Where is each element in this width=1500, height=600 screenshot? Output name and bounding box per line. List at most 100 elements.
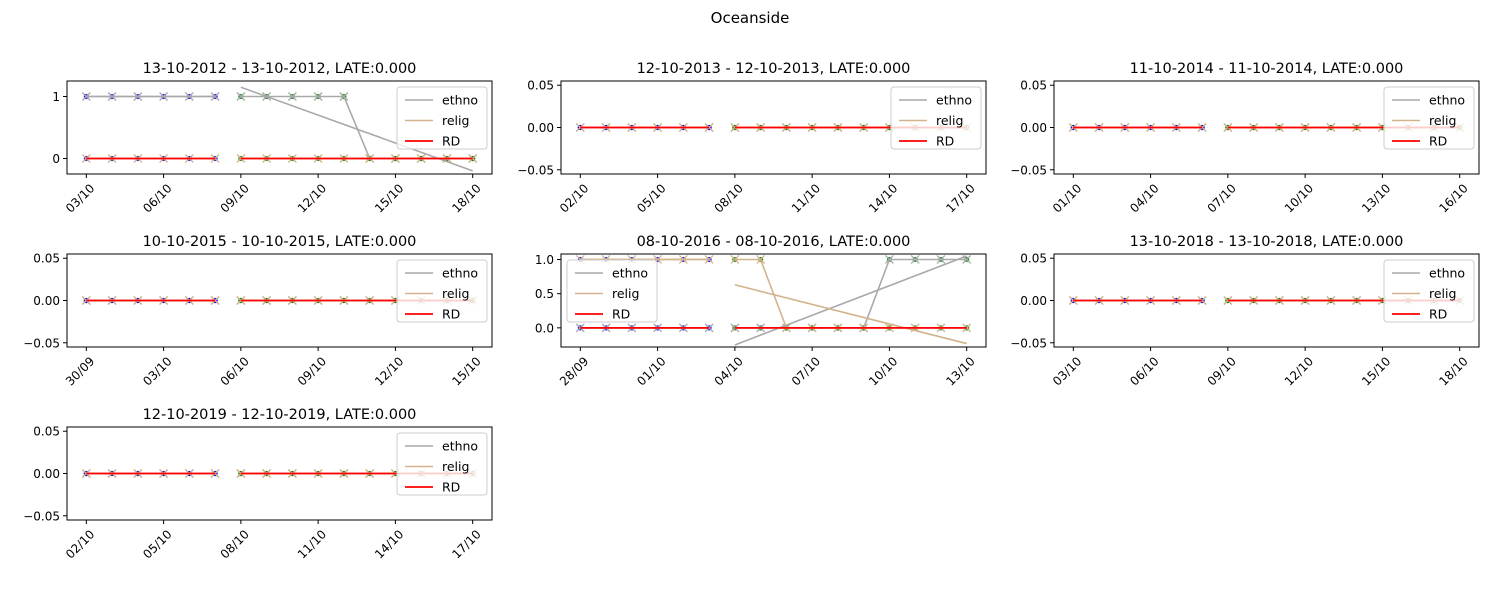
legend-label-relig: relig [442, 459, 469, 474]
subplot-1: 13-10-2012 - 13-10-2012, LATE:0.000 0 1 03/… [52, 61, 493, 216]
subplot-title: 12-10-2019 - 12-10-2019, LATE:0.000 [143, 407, 417, 423]
x-tick-label: 01/10 [1050, 181, 1084, 215]
legend-label-RD: RD [442, 307, 460, 322]
x-tick-label: 09/10 [218, 181, 252, 215]
series-marker-relig [962, 323, 972, 333]
subplot-3: 11-10-2014 - 11-10-2014, LATE:0.000 −0.05… [1010, 61, 1480, 216]
series-marker-relig [730, 255, 740, 264]
x-tick-label: 14/10 [372, 527, 406, 561]
x-tick-label: 04/10 [1127, 181, 1161, 215]
subplot-4: 10-10-2015 - 10-10-2015, LATE:0.000 −0.05… [23, 234, 493, 389]
subplot-title: 10-10-2015 - 10-10-2015, LATE:0.000 [143, 234, 417, 250]
legend-label-ethno: ethno [936, 93, 972, 108]
x-tick-label: 13/10 [943, 354, 977, 388]
y-tick-label: 0.05 [33, 425, 60, 439]
x-tick-label: 09/10 [1205, 354, 1239, 388]
legend-label-relig: relig [612, 286, 639, 301]
plot-area [81, 469, 478, 478]
legend-label-RD: RD [936, 134, 954, 149]
series-marker-relig [575, 123, 585, 132]
x-tick-label: 06/10 [140, 181, 174, 215]
subplot-title: 13-10-2018 - 13-10-2018, LATE:0.000 [1130, 234, 1404, 250]
x-tick-label: 17/10 [943, 181, 977, 215]
x-tick-label: 18/10 [449, 181, 483, 215]
legend-label-relig: relig [936, 113, 963, 128]
subplot-2: 12-10-2013 - 12-10-2013, LATE:0.000 −0.05… [517, 61, 987, 216]
x-tick-label: 01/10 [634, 354, 668, 388]
x-tick-label: 15/10 [372, 181, 406, 215]
legend-label-RD: RD [1429, 307, 1447, 322]
y-tick-label: 0.05 [1020, 79, 1047, 93]
x-tick-label: 05/10 [634, 181, 668, 215]
series-marker-ethno [936, 255, 946, 264]
y-tick-label: −0.05 [1010, 336, 1047, 350]
legend-label-RD: RD [612, 307, 630, 322]
subplot-5: 08-10-2016 - 08-10-2016, LATE:0.000 0.0 0.… [535, 234, 987, 389]
legend-label-ethno: ethno [1429, 93, 1465, 108]
x-tick-label: 14/10 [866, 181, 900, 215]
legend-label-ethno: ethno [442, 266, 478, 281]
legend-label-relig: relig [1429, 113, 1456, 128]
legend-box [396, 432, 488, 496]
legend-label-RD: RD [1429, 134, 1447, 149]
legend-box [1383, 259, 1475, 323]
legend: ethno relig RD [396, 259, 488, 323]
legend: ethno relig RD [1383, 259, 1475, 323]
legend: ethno relig RD [566, 259, 658, 323]
y-tick-label: 0.00 [33, 294, 60, 308]
x-tick-label: 05/10 [140, 527, 174, 561]
x-tick-label: 08/10 [218, 527, 252, 561]
x-tick-label: 12/10 [372, 354, 406, 388]
x-tick-label: 16/10 [1436, 181, 1470, 215]
y-tick-label: 0.5 [535, 287, 554, 301]
subplot-7: 12-10-2019 - 12-10-2019, LATE:0.000 −0.05… [23, 407, 493, 562]
series-marker-relig [468, 154, 478, 163]
axes-frame [66, 80, 493, 175]
legend-label-relig: relig [442, 286, 469, 301]
subplot-title: 12-10-2013 - 12-10-2013, LATE:0.000 [637, 61, 911, 77]
legend-box [396, 86, 488, 150]
series-marker-ethno [910, 255, 920, 264]
x-tick-label: 03/10 [1050, 354, 1084, 388]
legend-box [1383, 86, 1475, 150]
legend-box [566, 259, 658, 323]
y-tick-label: −0.05 [23, 509, 60, 523]
series-marker-relig [1223, 296, 1233, 305]
series-marker-relig [1197, 123, 1207, 132]
legend-label-ethno: ethno [612, 266, 648, 281]
x-tick-label: 28/09 [557, 354, 591, 388]
legend-label-ethno: ethno [442, 93, 478, 108]
y-tick-label: −0.05 [1010, 163, 1047, 177]
series-marker-ethno [339, 92, 349, 101]
x-tick-label: 11/10 [295, 527, 329, 561]
x-tick-label: 07/10 [789, 354, 823, 388]
legend: ethno relig RD [1383, 86, 1475, 150]
legend-label-relig: relig [442, 113, 469, 128]
subplot-6: 13-10-2018 - 13-10-2018, LATE:0.000 −0.05… [1010, 234, 1480, 389]
fit-line-ethno [734, 255, 967, 346]
x-tick-label: 11/10 [789, 181, 823, 215]
y-tick-label: 0.05 [33, 252, 60, 266]
figure-suptitle: Oceanside [711, 9, 790, 27]
y-tick-label: 0.0 [535, 321, 554, 335]
y-tick-label: 0 [52, 152, 60, 166]
x-tick-label: 12/10 [1282, 354, 1316, 388]
series-marker-ethno [287, 92, 297, 101]
x-tick-label: 10/10 [1282, 181, 1316, 215]
series-marker-ethno [575, 323, 585, 333]
x-tick-label: 03/10 [140, 354, 174, 388]
y-tick-label: −0.05 [517, 163, 554, 177]
x-tick-label: 08/10 [712, 181, 746, 215]
fit-line-relig [734, 283, 967, 345]
x-tick-label: 07/10 [1205, 181, 1239, 215]
series-marker-ethno [313, 92, 323, 101]
x-tick-label: 02/10 [557, 181, 591, 215]
x-tick-label: 03/10 [63, 181, 97, 215]
x-tick-label: 02/10 [63, 527, 97, 561]
subplot-title: 08-10-2016 - 08-10-2016, LATE:0.000 [637, 234, 911, 250]
legend-box [890, 86, 982, 150]
x-tick-label: 10/10 [866, 354, 900, 388]
y-tick-label: 0.05 [527, 79, 554, 93]
x-tick-label: 06/10 [218, 354, 252, 388]
